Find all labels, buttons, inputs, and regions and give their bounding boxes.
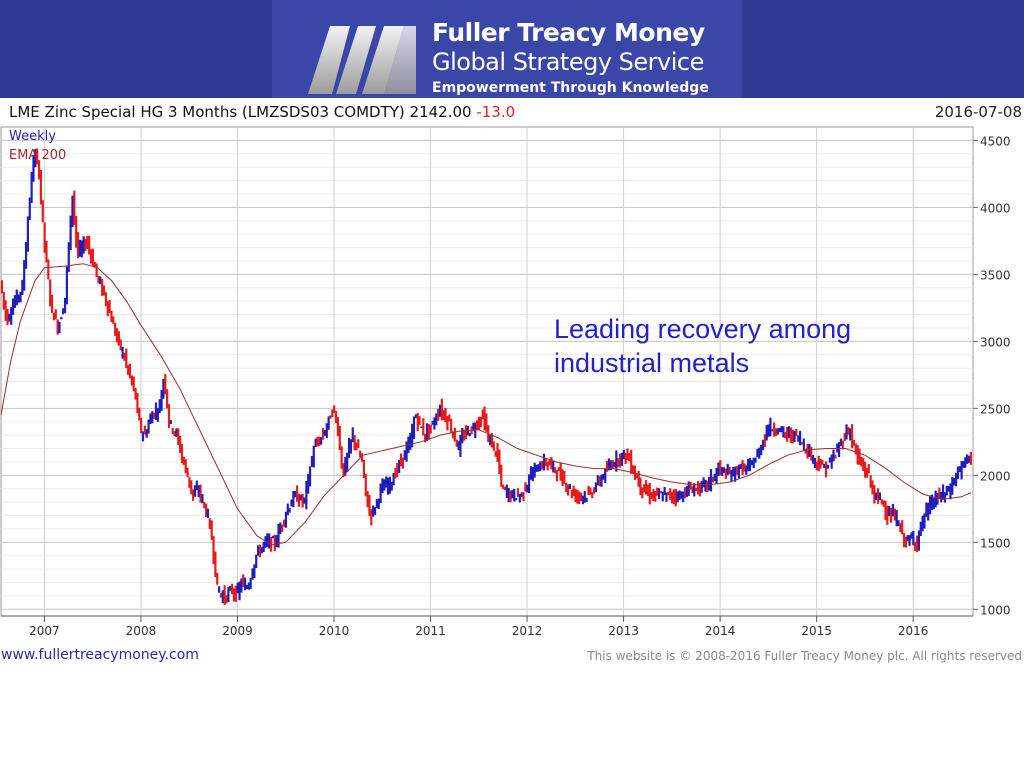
last-price: 2142.00 — [409, 103, 472, 121]
x-tick-label: 2014 — [705, 624, 736, 638]
y-tick-label: 3000 — [980, 335, 1011, 349]
x-tick-label: 2013 — [608, 624, 639, 638]
brand-name: Fuller Treacy Money — [432, 18, 705, 47]
price-change: -13.0 — [476, 103, 516, 121]
chart-date: 2016-07-08 — [934, 103, 1022, 121]
y-tick-label: 1000 — [980, 603, 1011, 617]
y-tick-label: 1500 — [980, 536, 1011, 550]
y-tick-label: 4500 — [980, 134, 1011, 148]
legend-ema-200: EMA 200 — [9, 148, 66, 163]
footer-copyright: This website is © 2008-2016 Fuller Treac… — [587, 649, 1022, 663]
y-tick-label: 4000 — [980, 201, 1011, 215]
chart-annotation: Leading recovery among industrial metals — [554, 312, 851, 380]
zinc-price-chart: 2007 2008 2009 2010 2011 2012 2013 2014 2015 2016… — [0, 126, 1011, 638]
plot-area — [0, 126, 974, 617]
ticker-symbol: (LMZSDS03 COMDTY) — [241, 103, 405, 121]
chart-header: LME Zinc Special HG 3 Months (LMZSDS03 C… — [9, 103, 515, 121]
x-tick-label: 2009 — [222, 624, 253, 638]
gridlines — [1, 127, 973, 616]
y-tick-label: 2500 — [980, 402, 1011, 416]
x-tick-label: 2016 — [898, 624, 929, 638]
ema-200-line — [0, 263, 972, 546]
x-tick-label: 2015 — [801, 624, 832, 638]
y-tick-label: 3500 — [980, 268, 1011, 282]
brand-service: Global Strategy Service — [432, 48, 704, 76]
footer-website-link[interactable]: www.fullertreacymoney.com — [1, 647, 199, 663]
x-tick-label: 2010 — [319, 624, 350, 638]
x-tick-label: 2008 — [126, 624, 157, 638]
brand-tagline: Empowerment Through Knowledge — [432, 80, 709, 96]
weekly-price-bars — [0, 148, 972, 605]
fuller-treacy-logo-icon — [308, 26, 416, 94]
annotation-line-2: industrial metals — [554, 348, 750, 378]
x-tick-label: 2012 — [512, 624, 543, 638]
legend-weekly: Weekly — [9, 129, 56, 144]
header-banner — [0, 0, 1024, 98]
x-axis: 2007 2008 2009 2010 2011 2012 2013 2014 2015 2016 — [1, 615, 973, 638]
x-tick-label: 2007 — [29, 624, 60, 638]
x-tick-label: 2011 — [415, 624, 446, 638]
y-axis: 1000 1500 2000 2500 3000 3500 4000 4500 — [973, 134, 1011, 617]
instrument-name: LME Zinc Special HG 3 Months — [9, 103, 238, 121]
annotation-line-1: Leading recovery among — [554, 314, 852, 344]
y-tick-label: 2000 — [980, 469, 1011, 483]
